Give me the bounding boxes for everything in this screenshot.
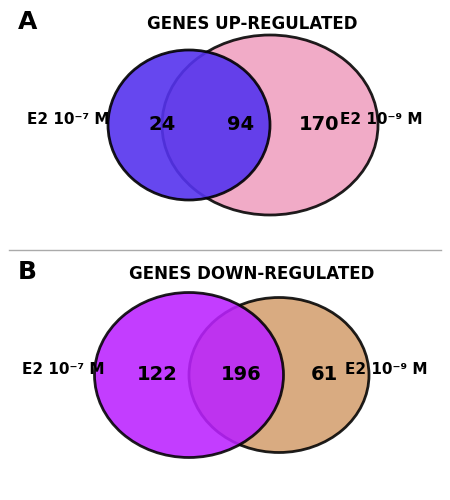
Text: E2 10⁻⁹ M: E2 10⁻⁹ M bbox=[345, 362, 428, 378]
Text: 94: 94 bbox=[227, 116, 254, 134]
Text: 122: 122 bbox=[137, 366, 178, 384]
Text: 196: 196 bbox=[220, 366, 261, 384]
Text: B: B bbox=[18, 260, 37, 284]
Ellipse shape bbox=[94, 292, 284, 458]
Text: 24: 24 bbox=[148, 116, 176, 134]
Text: E2 10⁻⁹ M: E2 10⁻⁹ M bbox=[341, 112, 423, 128]
Text: GENES UP-REGULATED: GENES UP-REGULATED bbox=[147, 15, 357, 33]
Ellipse shape bbox=[108, 50, 270, 200]
Ellipse shape bbox=[189, 298, 369, 452]
Text: E2 10⁻⁷ M: E2 10⁻⁷ M bbox=[22, 362, 105, 378]
Text: 170: 170 bbox=[299, 116, 340, 134]
Text: E2 10⁻⁷ M: E2 10⁻⁷ M bbox=[27, 112, 109, 128]
Text: GENES DOWN-REGULATED: GENES DOWN-REGULATED bbox=[129, 265, 375, 283]
Text: 61: 61 bbox=[310, 366, 338, 384]
Ellipse shape bbox=[162, 35, 378, 215]
Text: A: A bbox=[18, 10, 37, 34]
